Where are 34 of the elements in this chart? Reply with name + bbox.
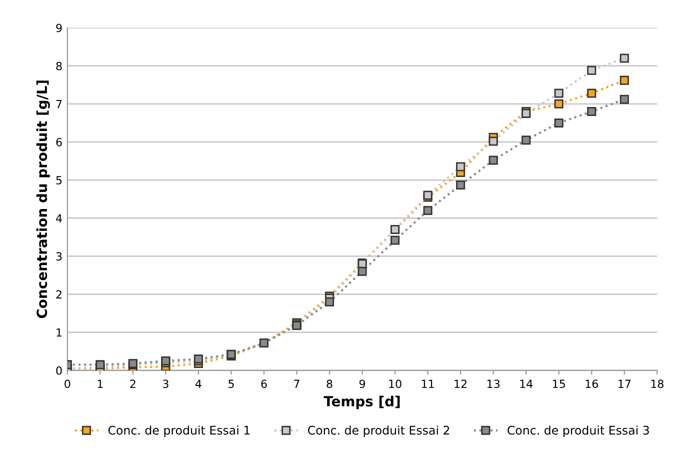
x-tick-label: 16 [586, 380, 598, 388]
y-tick-label: 6 [56, 138, 62, 146]
x-tick-label: 10 [389, 380, 402, 388]
x-tick-label: 6 [261, 380, 267, 388]
x-tick-label: 12 [454, 380, 467, 388]
x-tick-label: 13 [487, 380, 500, 388]
legend-label: Conc. de produit Essai 3 [508, 426, 649, 437]
y-tick-label: 7 [56, 100, 62, 108]
y-tick-label: 8 [56, 62, 62, 70]
x-tick-label: 1 [98, 380, 103, 388]
x-tick-label: 14 [520, 380, 533, 388]
x-tick-label: 9 [359, 380, 366, 388]
y-tick-label: 4 [56, 214, 62, 222]
x-tick-label: 3 [163, 380, 168, 388]
y-tick-label: 0 [56, 366, 62, 375]
x-tick-label: 8 [326, 380, 332, 388]
x-tick-label: 7 [294, 380, 300, 388]
legend-label: Conc. de produit Essai 2 [308, 426, 450, 437]
legend-label: Conc. de produit Essai 1 [108, 426, 250, 437]
x-axis-title: Temps [d] [324, 396, 400, 410]
x-tick-label: 18 [651, 380, 664, 388]
y-tick-label: 1 [56, 328, 62, 337]
y-tick-label: 2 [56, 290, 62, 298]
x-tick-label: 2 [130, 380, 136, 388]
x-tick-label: 15 [553, 380, 565, 388]
y-tick-label: 3 [56, 252, 62, 261]
x-tick-label: 5 [228, 380, 234, 388]
y-tick-label: 9 [56, 24, 62, 32]
y-tick-label: 5 [56, 176, 62, 184]
y-axis-title: Concentration du produit [g/L] [36, 80, 50, 318]
x-tick-label: 17 [618, 380, 631, 388]
x-tick-label: 11 [422, 380, 434, 388]
x-tick-label: 4 [195, 380, 202, 388]
x-tick-label: 0 [64, 380, 70, 388]
